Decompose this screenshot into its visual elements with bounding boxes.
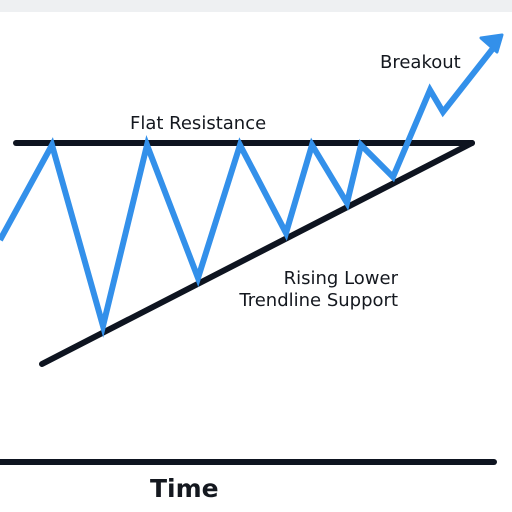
breakout-label: Breakout <box>380 52 461 73</box>
support-label: Rising Lower Trendline Support <box>228 268 398 312</box>
top-bar <box>0 0 512 12</box>
support-label-line2: Trendline Support <box>239 290 398 311</box>
time-axis-label: Time <box>150 474 219 503</box>
resistance-label: Flat Resistance <box>130 113 267 134</box>
support-trendline <box>39 140 475 367</box>
support-label-line1: Rising Lower <box>283 268 398 289</box>
breakout-arrow-icon <box>479 33 504 54</box>
price-line <box>0 40 501 338</box>
